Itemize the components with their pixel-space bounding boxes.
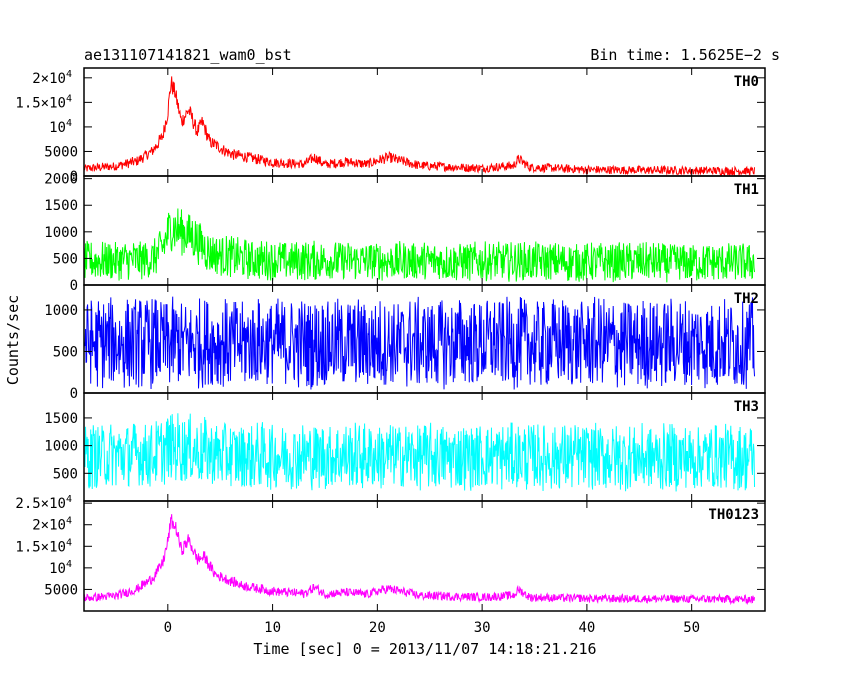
x-tick-label: 50 — [683, 620, 700, 636]
y-tick-label: 104 — [49, 559, 72, 577]
y-tick-label: 5000 — [44, 582, 78, 598]
y-tick-label: 0 — [70, 169, 78, 185]
panel-th2: 0 500 1000 TH2 — [44, 284, 766, 402]
y-tick-label: 500 — [53, 466, 78, 482]
y-tick-exponent: 4 — [66, 516, 72, 527]
x-tick-label: 40 — [578, 620, 595, 636]
x-tick-label: 10 — [264, 620, 281, 636]
panel-th1: 0 500 1000 1500 2000 TH1 — [44, 172, 766, 294]
panel-th0: 0 5000 104 1.5×104 2×104 TH0 — [15, 67, 766, 185]
y-tick-label: 0 — [70, 386, 78, 402]
y-tick-label: 1500 — [44, 198, 78, 214]
x-tick-label: 0 — [164, 620, 172, 636]
y-axis-label: Counts/sec — [4, 295, 22, 385]
y-tick-label: 5000 — [44, 144, 78, 160]
panel-label: TH0 — [734, 74, 759, 90]
header-left: ae131107141821_wam0_bst — [84, 46, 292, 64]
y-tick-label: 104 — [49, 118, 72, 136]
x-tick-label: 30 — [474, 620, 491, 636]
panel-th0123: 5000 104 1.5×104 2×104 2.5×104 TH0123 — [15, 494, 766, 612]
y-tick-exponent: 4 — [66, 494, 72, 505]
y-tick-label: 0 — [70, 278, 78, 294]
y-tick-label: 1000 — [44, 225, 78, 241]
y-tick-label: 500 — [53, 344, 78, 360]
y-tick-label: 500 — [53, 251, 78, 267]
y-tick-exponent: 4 — [66, 93, 72, 104]
series-th1 — [84, 208, 756, 283]
panel-frame — [83, 500, 766, 612]
panel-label: TH1 — [734, 182, 759, 198]
series-th3 — [84, 413, 756, 492]
y-tick-exponent: 4 — [66, 559, 72, 570]
panel-label: TH3 — [734, 399, 759, 415]
panel-label: TH2 — [734, 291, 759, 307]
y-tick-label: 2.5×104 — [15, 494, 72, 512]
y-tick-exponent: 4 — [66, 69, 72, 80]
y-tick-label: 1000 — [44, 303, 78, 319]
x-tick-label: 20 — [369, 620, 386, 636]
panel-frame — [83, 67, 766, 177]
y-tick-label: 1.5×104 — [15, 93, 72, 111]
y-tick-label: 2×104 — [32, 69, 72, 87]
x-tick-labels: 0 10 20 30 40 50 — [164, 620, 700, 636]
panel-th3: 500 1000 1500 TH3 — [44, 392, 766, 502]
panel-label: TH0123 — [708, 507, 759, 523]
series-th2 — [84, 296, 756, 390]
y-tick-label: 1000 — [44, 439, 78, 455]
y-tick-label: 1.5×104 — [15, 537, 72, 555]
y-tick-label: 2×104 — [32, 516, 72, 534]
y-tick-exponent: 4 — [66, 537, 72, 548]
series-th0123 — [84, 514, 756, 606]
y-tick-label: 1500 — [44, 411, 78, 427]
series-th0 — [84, 76, 756, 176]
y-tick-exponent: 4 — [66, 118, 72, 129]
y-tick-label: 2000 — [44, 172, 78, 188]
x-axis-label: Time [sec] 0 = 2013/11/07 14:18:21.216 — [253, 640, 596, 658]
header-right: Bin time: 1.5625E−2 s — [590, 46, 780, 64]
